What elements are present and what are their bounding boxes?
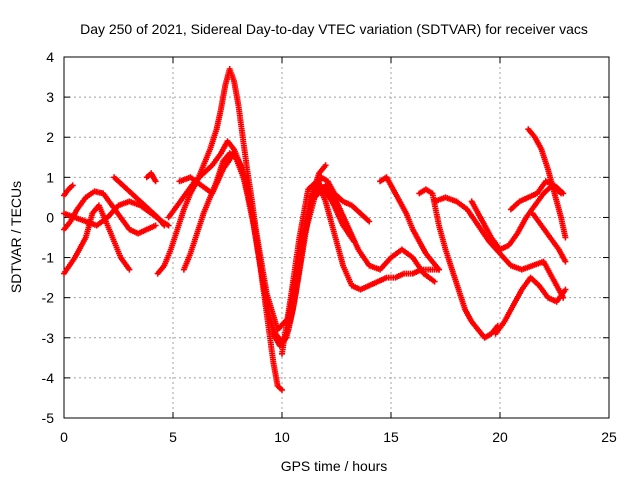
track-13 — [377, 174, 442, 273]
data-points — [61, 66, 569, 393]
plus-markers — [61, 182, 76, 199]
plus-markers — [289, 182, 438, 293]
x-tick-label: 25 — [601, 429, 617, 445]
track-7 — [154, 66, 285, 393]
track-17 — [492, 274, 569, 337]
plus-markers — [431, 194, 567, 301]
plus-markers — [154, 66, 285, 393]
y-tick-label: -2 — [42, 290, 55, 306]
track-16 — [468, 182, 564, 253]
track-4 — [61, 182, 76, 199]
plot-frame — [63, 56, 610, 419]
y-tick-label: -4 — [42, 370, 55, 386]
chart-title: Day 250 of 2021, Sidereal Day-to-day VTE… — [80, 21, 588, 37]
plus-markers — [279, 178, 442, 357]
track-15 — [431, 194, 567, 301]
plus-markers — [416, 186, 501, 341]
plus-markers — [61, 202, 133, 277]
y-axis-label: SDTVAR / TECUs — [8, 181, 24, 293]
x-tick-label: 15 — [383, 429, 399, 445]
track-11 — [279, 178, 442, 357]
plus-markers — [492, 274, 569, 337]
plus-markers — [529, 210, 569, 265]
plus-markers — [507, 178, 567, 213]
y-tick-label: 1 — [46, 169, 54, 185]
track-12 — [289, 182, 438, 293]
track-14 — [416, 186, 501, 341]
y-tick-label: 0 — [46, 209, 54, 225]
plus-markers — [143, 170, 159, 185]
plus-markers — [180, 150, 373, 345]
plus-markers — [377, 174, 442, 273]
y-tick-label: -3 — [42, 330, 55, 346]
plus-markers — [468, 182, 564, 253]
y-tick-label: 4 — [46, 49, 54, 65]
x-axis-label: GPS time / hours — [281, 458, 388, 474]
track-1 — [61, 202, 133, 277]
track-6 — [143, 170, 159, 185]
track-19 — [507, 178, 567, 213]
y-tick-label: 3 — [46, 89, 54, 105]
y-tick-label: -5 — [42, 410, 55, 426]
x-tick-label: 0 — [60, 429, 68, 445]
plus-markers — [111, 174, 168, 229]
y-tick-label: -1 — [42, 250, 55, 266]
axis-ticks: 0 5 10 15 20 25 -5 -4 -3 -2 -1 0 1 2 3 4 — [42, 49, 617, 445]
y-tick-label: 2 — [46, 129, 54, 145]
track-5 — [111, 174, 168, 229]
track-9 — [180, 150, 373, 345]
x-tick-label: 20 — [492, 429, 508, 445]
x-tick-label: 10 — [274, 429, 290, 445]
x-tick-label: 5 — [169, 429, 177, 445]
track-20 — [529, 210, 569, 265]
